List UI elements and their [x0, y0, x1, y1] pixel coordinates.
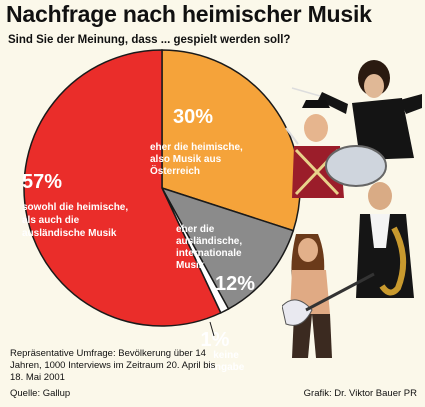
musicians-illustration: [282, 60, 422, 358]
slice-description-label: als auch die: [22, 215, 80, 226]
slice-percent-label: 12%: [215, 273, 255, 295]
slice-description-label: ausländische Musik: [22, 228, 117, 239]
pie-slice: [23, 49, 222, 327]
source-label: Quelle: Gallup: [10, 388, 71, 399]
survey-note: Repräsentative Umfrage: Bevölkerung über…: [10, 348, 216, 383]
chart-title: Nachfrage nach heimischer Musik: [6, 1, 372, 27]
pie-slice: [161, 49, 301, 232]
pie-slice: [160, 186, 295, 310]
slice-percent-label: 1%: [201, 329, 230, 351]
slice-description-label: ausländische,: [176, 236, 242, 247]
slice-description-label: internationale: [176, 248, 242, 259]
slice-description-label: also Musik aus: [150, 154, 222, 165]
slice-description-label: Angabe: [208, 362, 245, 373]
slice-description-label: eher die: [176, 224, 215, 235]
slice-description-label: Österreich: [150, 164, 200, 177]
slice-description-label: eher die heimische,: [150, 142, 243, 153]
slice-description-label: sowohl die heimische,: [22, 202, 128, 213]
credit-label: Grafik: Dr. Viktor Bauer PR: [303, 388, 417, 399]
slice-description-label: Musik: [176, 260, 205, 271]
slice-percent-label: 30%: [173, 106, 213, 128]
chart-subtitle: Sind Sie der Meinung, dass ... gespielt …: [8, 34, 291, 46]
slice-percent-label: 57%: [22, 171, 62, 193]
leader-line: [209, 321, 215, 337]
slice-description-label: keine: [213, 350, 239, 361]
